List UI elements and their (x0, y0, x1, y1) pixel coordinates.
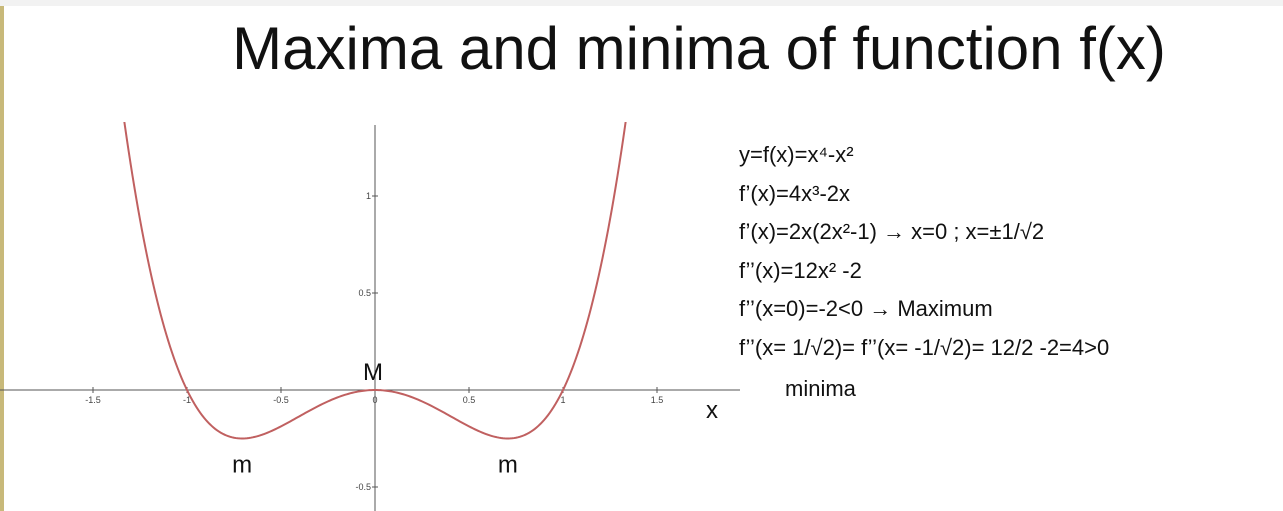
curve-data-point (580, 339, 583, 342)
equation-minima-test: f’’(x= 1/√2)= f’’(x= -1/√2)= 12/2 -2=4>0 (739, 334, 1110, 360)
slide-top-band (0, 0, 1283, 6)
maximum-label: M (363, 359, 383, 386)
curve-data-point (111, 24, 113, 26)
x-tick-label: -1.5 (85, 395, 101, 405)
x-tick-label: 0.5 (463, 395, 476, 405)
curve-data-point (241, 437, 243, 440)
equation-second-derivative: f’’(x)=12x² -2 (739, 257, 862, 283)
minima-note: minima (785, 376, 856, 401)
curve-data-point (543, 418, 546, 421)
curve-data-point (167, 339, 170, 342)
x-tick-label: -1 (183, 395, 191, 405)
curve-data-point (411, 396, 414, 399)
curve-data-point (507, 437, 509, 440)
curve-data-point (374, 389, 376, 391)
curve-data-point (204, 418, 207, 421)
curve-data-point (486, 433, 489, 436)
slide-left-border (0, 0, 4, 511)
y-tick-label: 0.5 (358, 288, 371, 298)
curve-data-point (562, 389, 564, 391)
curve-data-point (524, 433, 527, 436)
x-axis-label: x (706, 397, 718, 424)
y-tick-label: -0.5 (355, 482, 371, 492)
curve-data-point (355, 391, 358, 393)
curve-data-point (148, 266, 151, 268)
equation-first-derivative: f’(x)=4x³-2x (739, 180, 851, 206)
curve-data-point (186, 389, 188, 391)
curve-data-point (298, 415, 301, 417)
x-tick-label: 1 (560, 395, 565, 405)
curve-data-point (618, 162, 621, 165)
slide-title: Maxima and minima of function f(x) (232, 15, 1166, 82)
curve-data-point (468, 425, 470, 428)
curve-data-point (599, 266, 602, 268)
curve-data-point (430, 404, 433, 407)
x-tick-label: 0 (372, 395, 377, 405)
function-plot: -1.5 -1 -0.5 0 0.5 1 1.5 1 0.5 -0.5 x Mm m (0, 24, 740, 511)
equation-function: y=f(x)=x⁴-x² (739, 142, 854, 167)
curve-data-point (449, 415, 452, 417)
curve-data-point (637, 24, 639, 26)
equation-maximum-test: f’’(x=0)=-2<0 → Maximum (739, 296, 993, 321)
minimum-label: m (232, 452, 252, 479)
curve-data-point (261, 433, 264, 436)
minimum-label: m (498, 452, 518, 479)
curve-data-point (223, 433, 226, 436)
curve-data-point (280, 425, 282, 428)
curve-data-point (392, 391, 395, 393)
equation-critical-points: f’(x)=2x(2x²-1) → x=0 ; x=±1/√2 (739, 219, 1045, 244)
x-tick-label: -0.5 (273, 395, 289, 405)
curve-data-point (129, 162, 132, 165)
equation-list: y=f(x)=x⁴-x² f’(x)=4x³-2x f’(x)=2x(2x²-1… (739, 140, 1109, 371)
x-tick-label: 1.5 (651, 395, 664, 405)
curve-data-point (336, 396, 339, 399)
y-tick-label: 1 (366, 191, 371, 201)
curve-data-point (317, 404, 320, 407)
